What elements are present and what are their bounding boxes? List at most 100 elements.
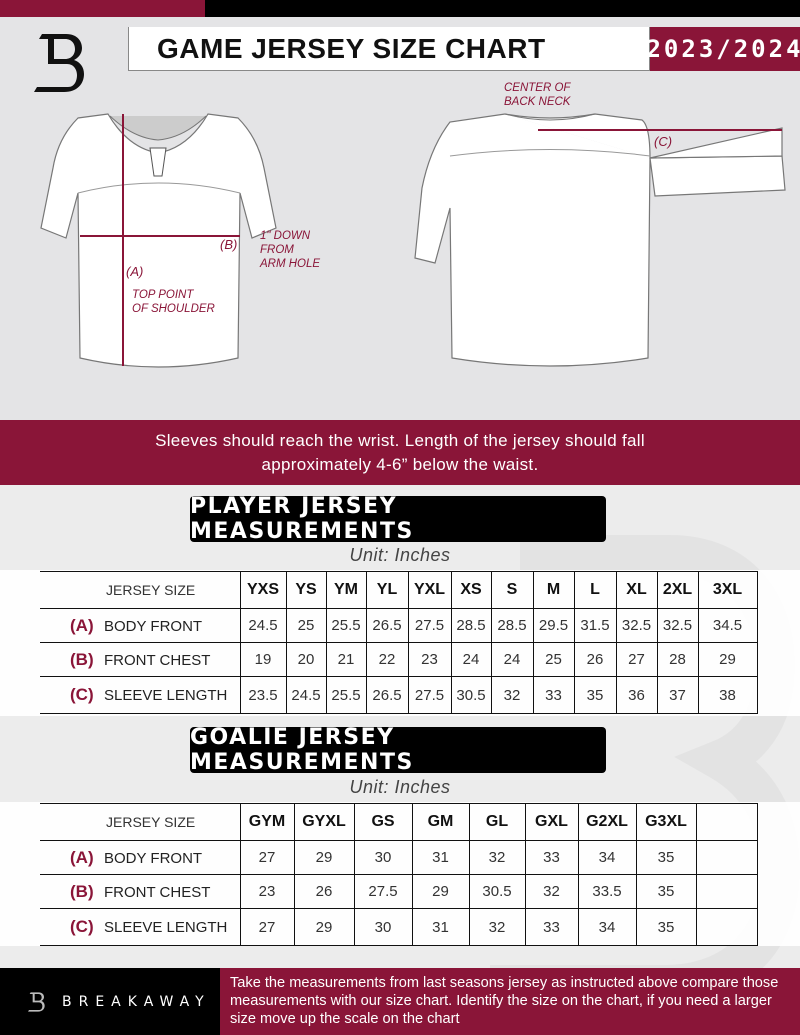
- measurement-cell: 32.5: [656, 608, 699, 643]
- size-column-header: 2XL: [656, 571, 699, 609]
- player-size-table: JERSEY SIZE YXS YS YM YL YXL XS S M L XL 2XL 3XL (A) B…: [40, 571, 758, 714]
- size-column-header: GS: [353, 803, 413, 841]
- label-c: (C): [654, 134, 673, 149]
- table-row: (A) BODY FRONT 27 29 30 31 32 33 34 35: [40, 840, 758, 875]
- size-column-header: 3XL: [697, 571, 758, 609]
- table-row: (C) SLEEVE LENGTH 27 29 30 31 32 33 34 35: [40, 908, 758, 946]
- measurement-cell: 33: [524, 908, 579, 946]
- measurement-cell: 27: [239, 908, 295, 946]
- measurement-cell: 30: [353, 908, 413, 946]
- measure-label: FRONT CHEST: [104, 883, 211, 901]
- measurement-cell: 21: [325, 642, 367, 677]
- size-header: JERSEY SIZE: [40, 803, 241, 841]
- measurement-cell: 30: [353, 840, 413, 875]
- measure-key: (A): [70, 615, 94, 635]
- measurement-cell: 36: [615, 676, 658, 714]
- size-column-header: GYM: [239, 803, 295, 841]
- measurement-cell: [695, 874, 758, 909]
- measurement-cell: 29.5: [532, 608, 575, 643]
- season-badge: 2023/2024: [646, 27, 800, 71]
- measurement-cell: 38: [697, 676, 758, 714]
- measurement-cell: 32.5: [615, 608, 658, 643]
- measurement-cell: 23: [239, 874, 295, 909]
- measurement-cell: [695, 908, 758, 946]
- size-column-header: XL: [615, 571, 658, 609]
- measurement-cell: 30.5: [450, 676, 492, 714]
- measurement-cell: 28.5: [490, 608, 534, 643]
- instruction-banner: Sleeves should reach the wrist. Length o…: [0, 420, 800, 485]
- size-column-header: YL: [365, 571, 409, 609]
- brand-name: BREAKAWAY: [62, 993, 211, 1010]
- breakaway-logo-icon: [28, 991, 45, 1012]
- measurement-cell: 27.5: [407, 608, 452, 643]
- measurement-cell: 33: [524, 840, 579, 875]
- measure-key: (A): [70, 847, 94, 867]
- size-column-header: M: [532, 571, 575, 609]
- table-row: (C) SLEEVE LENGTH 23.5 24.5 25.5 26.5 27.5 30.5…: [40, 676, 758, 714]
- measurement-cell: 25: [285, 608, 327, 643]
- player-unit: Unit: Inches: [349, 545, 451, 565]
- front-jersey-diagram: [40, 113, 277, 368]
- measurement-cell: 34: [577, 908, 637, 946]
- measurement-cell: 27: [239, 840, 295, 875]
- table-row: (B) FRONT CHEST 23 26 27.5 29 30.5 32 33.5 35: [40, 874, 758, 909]
- measure-label: BODY FRONT: [104, 617, 203, 635]
- back-jersey-diagram: [414, 113, 786, 367]
- measurement-cell: 35: [573, 676, 617, 714]
- measurement-cell: 26.5: [365, 608, 409, 643]
- size-column-header: YM: [325, 571, 367, 609]
- size-header: JERSEY SIZE: [40, 571, 241, 609]
- measurement-cell: 26: [573, 642, 617, 677]
- size-column-header: YXS: [239, 571, 287, 609]
- size-column-header: XS: [450, 571, 492, 609]
- measurement-cell: 25.5: [325, 608, 367, 643]
- page-title: GAME JERSEY SIZE CHART: [128, 27, 650, 71]
- measurement-cell: 27: [615, 642, 658, 677]
- measurement-cell: 31.5: [573, 608, 617, 643]
- size-column-header: YXL: [407, 571, 452, 609]
- measurement-cell: 29: [293, 908, 355, 946]
- measurement-cell: [695, 840, 758, 875]
- measurement-cell: 23.5: [239, 676, 287, 714]
- measurement-cell: 24: [490, 642, 534, 677]
- measurement-cell: 34.5: [697, 608, 758, 643]
- measurement-cell: 23: [407, 642, 452, 677]
- size-column-header: GM: [411, 803, 470, 841]
- footer-brand: BREAKAWAY: [0, 968, 220, 1035]
- size-column-header: G2XL: [577, 803, 637, 841]
- table-row: (B) FRONT CHEST 19 20 21 22 23 24 24 25 26 27 28 29: [40, 642, 758, 677]
- measurement-cell: 25: [532, 642, 575, 677]
- measurement-cell: 32: [468, 840, 526, 875]
- measurement-cell: 32: [524, 874, 579, 909]
- measure-key: (C): [70, 917, 94, 936]
- size-column-header: [695, 803, 758, 841]
- goalie-unit: Unit: Inches: [349, 777, 451, 797]
- measurement-cell: 34: [577, 840, 637, 875]
- label-a: (A): [126, 264, 144, 279]
- player-section-title: PLAYER JERSEY MEASUREMENTS: [190, 494, 606, 544]
- measurement-cell: 26.5: [365, 676, 409, 714]
- measurement-cell: 37: [656, 676, 699, 714]
- size-column-header: L: [573, 571, 617, 609]
- measure-key: (B): [70, 649, 94, 669]
- measurement-cell: 27.5: [407, 676, 452, 714]
- measurement-cell: 32: [468, 908, 526, 946]
- top-point-note: TOP POINT OF SHOULDER: [132, 289, 215, 315]
- measurement-cell: 24.5: [285, 676, 327, 714]
- measurement-cell: 27.5: [353, 874, 413, 909]
- measurement-cell: 26: [293, 874, 355, 909]
- footer-instructions: Take the measurements from last seasons …: [220, 968, 800, 1035]
- measure-label: BODY FRONT: [104, 849, 203, 867]
- measure-key: (B): [70, 881, 94, 901]
- measurement-cell: 24.5: [239, 608, 287, 643]
- arm-hole-note: 1" DOWN FROM ARM HOLE: [260, 230, 321, 270]
- size-column-header: G3XL: [635, 803, 697, 841]
- size-column-header: GL: [468, 803, 526, 841]
- breakaway-logo-icon: [34, 34, 84, 92]
- measurement-cell: 29: [411, 874, 470, 909]
- measurement-cell: 30.5: [468, 874, 526, 909]
- measurement-cell: 24: [450, 642, 492, 677]
- goalie-section-title: GOALIE JERSEY MEASUREMENTS: [190, 725, 606, 775]
- measure-label: SLEEVE LENGTH: [104, 919, 228, 936]
- measurement-cell: 32: [490, 676, 534, 714]
